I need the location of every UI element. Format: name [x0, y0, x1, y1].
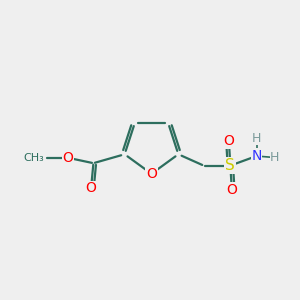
Text: O: O: [85, 182, 97, 195]
Text: H: H: [252, 132, 261, 145]
Text: O: O: [63, 151, 74, 165]
Text: O: O: [226, 183, 237, 197]
Text: S: S: [226, 158, 235, 173]
Text: O: O: [224, 134, 234, 148]
Text: N: N: [251, 149, 262, 163]
Text: H: H: [270, 151, 280, 164]
Text: O: O: [146, 167, 157, 181]
Text: CH₃: CH₃: [24, 153, 44, 163]
